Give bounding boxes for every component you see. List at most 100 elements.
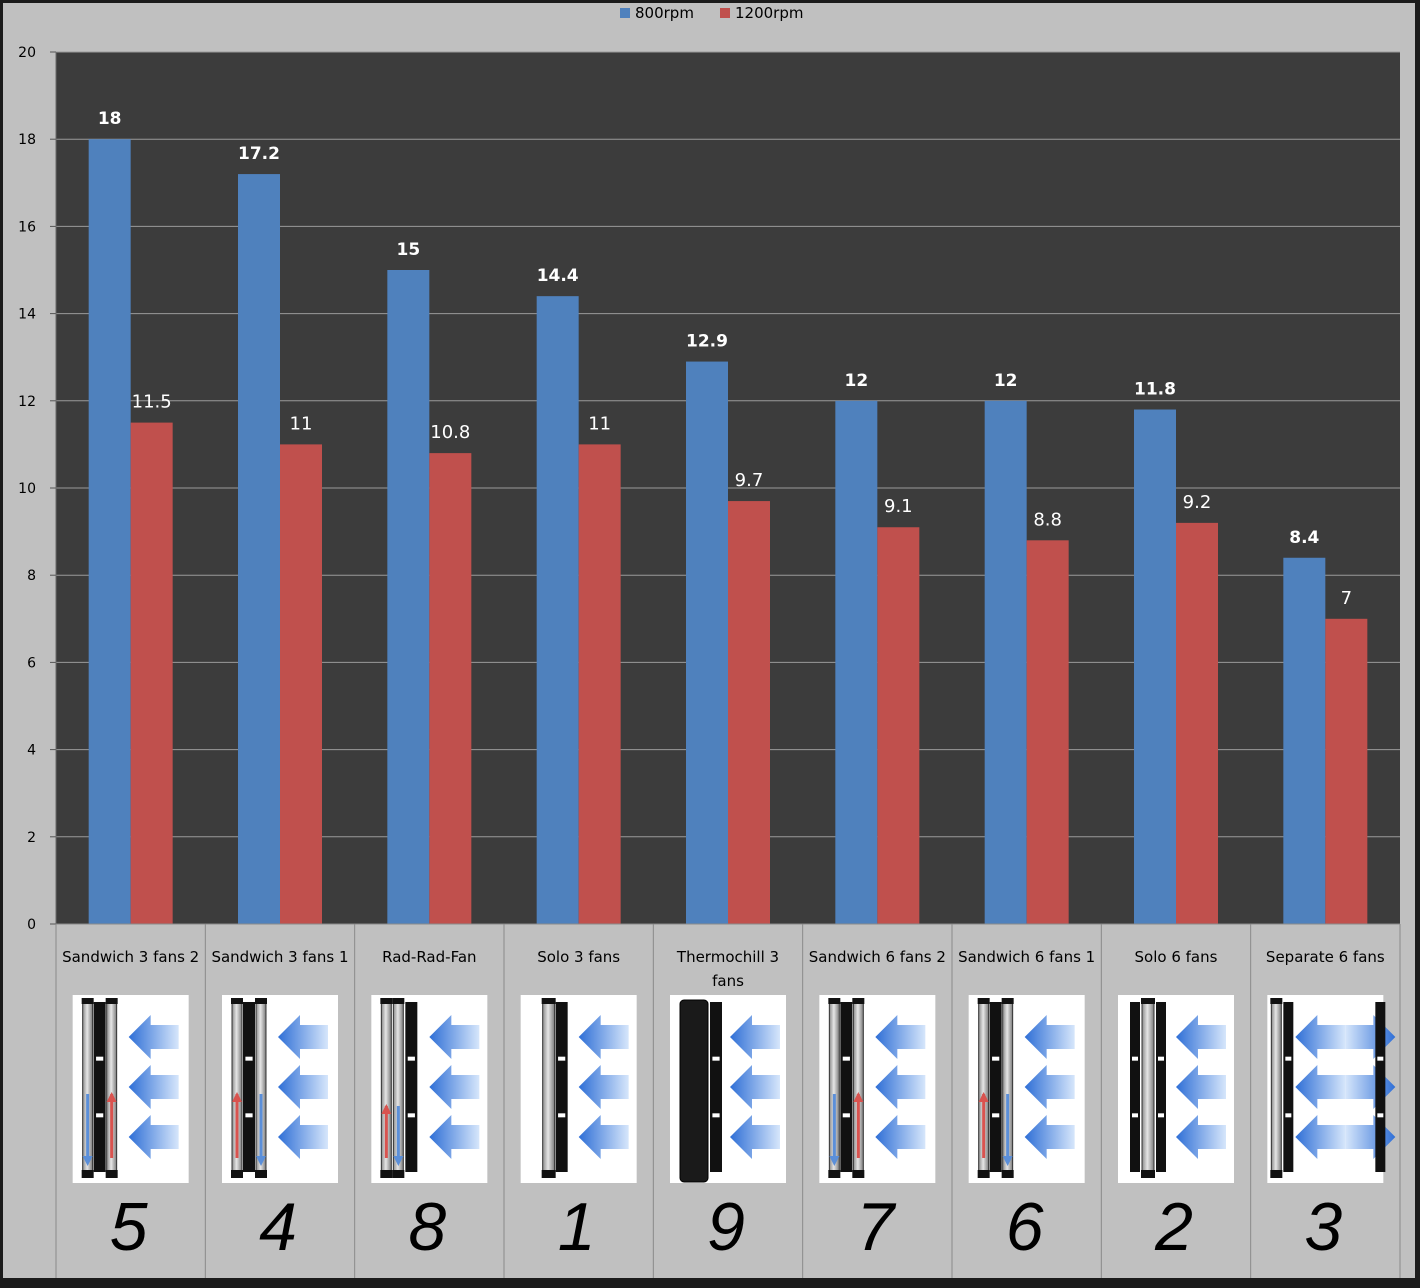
y-tick-label: 18	[18, 132, 36, 148]
fan-divider	[1285, 1113, 1292, 1118]
coolant-arrow-head	[1002, 1156, 1013, 1166]
fan-divider	[1158, 1113, 1164, 1118]
fan-divider	[96, 1113, 104, 1118]
fan-divider	[1377, 1113, 1384, 1118]
tube-cap	[380, 998, 393, 1004]
data-label: 10.8	[430, 422, 470, 443]
data-label: 8.8	[1033, 509, 1062, 530]
fan-divider	[1158, 1056, 1164, 1061]
airflow-arrow	[730, 1065, 780, 1109]
airflow-arrow	[429, 1115, 480, 1159]
radiator-diagram	[968, 995, 1085, 1183]
category-label: fans	[712, 972, 744, 990]
airflow-arrow	[875, 1065, 926, 1109]
category-label: Rad-Rad-Fan	[382, 948, 476, 966]
tube-cap	[1001, 998, 1014, 1004]
fan-divider	[407, 1056, 415, 1061]
data-label: 14.4	[537, 266, 579, 286]
airflow-arrow	[278, 1065, 328, 1109]
bar-800rpm	[835, 400, 878, 924]
fan-body	[1375, 1002, 1386, 1172]
fan-body	[989, 1002, 1002, 1172]
coolant-arrow-head	[393, 1156, 404, 1166]
data-label: 11	[290, 413, 313, 434]
airflow-arrow	[1176, 1115, 1226, 1159]
data-label: 12	[994, 371, 1018, 391]
data-label: 8.4	[1289, 528, 1319, 548]
airflow-arrow	[1295, 1115, 1346, 1159]
fan-divider	[712, 1113, 720, 1118]
radiator-diagram	[670, 995, 786, 1183]
fan-divider	[96, 1056, 104, 1061]
rank-number: 2	[1154, 1189, 1193, 1265]
legend: 800rpm 1200rpm	[620, 4, 803, 22]
airflow-arrow	[1176, 1065, 1226, 1109]
fan-divider	[1132, 1113, 1138, 1118]
bar-1200rpm	[130, 422, 173, 924]
fan-divider	[842, 1113, 850, 1118]
fan-divider	[407, 1113, 415, 1118]
category-table: Sandwich 3 fans 2 5 Sandwich 3 fans 1 4 Rad-…	[55, 923, 1401, 1278]
fan-divider	[1285, 1056, 1292, 1061]
fan-body	[93, 1002, 106, 1172]
radiator-tube	[542, 1001, 556, 1173]
data-label: 9.2	[1183, 492, 1212, 513]
coolant-arrow-head	[853, 1092, 864, 1102]
radiator-tube	[1270, 1001, 1282, 1173]
tube-cap	[105, 998, 118, 1004]
coolant-arrow-head	[381, 1104, 392, 1114]
bar-1200rpm	[578, 444, 621, 924]
category-label: Sandwich 6 fans 2	[809, 948, 946, 966]
coolant-arrow-head	[82, 1156, 93, 1166]
bar-1200rpm	[429, 453, 472, 924]
coolant-arrow-head	[978, 1092, 989, 1102]
fan-divider	[245, 1056, 253, 1061]
rank-number: 4	[259, 1189, 297, 1265]
data-label: 11.8	[1134, 380, 1176, 400]
bar-800rpm	[1134, 409, 1176, 924]
bar-1200rpm	[1026, 540, 1069, 924]
bar-1200rpm	[1325, 618, 1368, 924]
radiator-diagram	[1118, 995, 1234, 1183]
airflow-arrow	[429, 1015, 480, 1059]
tube-cap	[231, 998, 243, 1004]
airflow-arrow	[1024, 1015, 1075, 1059]
airflow-arrow	[578, 1015, 629, 1059]
category-label: Thermochill 3	[676, 948, 779, 966]
bar-800rpm	[238, 174, 280, 924]
rank-number: 3	[1304, 1189, 1342, 1265]
bar-800rpm	[686, 361, 728, 924]
bar-800rpm	[88, 139, 131, 924]
category-label: Solo 3 fans	[537, 948, 620, 966]
legend-entry: 800rpm	[635, 4, 694, 22]
fan-body	[1283, 1002, 1294, 1172]
airflow-arrow	[578, 1115, 629, 1159]
tube-cap	[380, 1170, 393, 1178]
tube-cap	[977, 998, 990, 1004]
y-tick-label: 4	[27, 743, 36, 759]
rank-number: 8	[408, 1189, 446, 1265]
fan-divider	[558, 1056, 566, 1061]
radiator-diagram	[819, 995, 936, 1183]
data-label: 12	[844, 371, 868, 391]
airflow-arrow	[1295, 1065, 1346, 1109]
data-label: 11	[588, 413, 611, 434]
radiator-diagram	[371, 995, 488, 1183]
coolant-arrow-head	[829, 1156, 840, 1166]
data-label: 17.2	[238, 144, 280, 164]
y-tick-label: 8	[27, 568, 36, 584]
y-tick-label: 10	[18, 481, 36, 497]
fan-body	[405, 1002, 418, 1172]
bar-800rpm	[536, 296, 579, 924]
bar-1200rpm	[728, 501, 770, 924]
tube-cap	[392, 998, 405, 1004]
bar-800rpm	[1283, 557, 1326, 924]
fan-divider	[558, 1113, 566, 1118]
y-tick-label: 6	[27, 655, 36, 671]
rank-number: 5	[110, 1189, 148, 1265]
tube-cap	[392, 1170, 405, 1178]
airflow-arrow	[1176, 1015, 1226, 1059]
legend-swatch	[720, 8, 730, 18]
fan-divider	[1132, 1056, 1138, 1061]
